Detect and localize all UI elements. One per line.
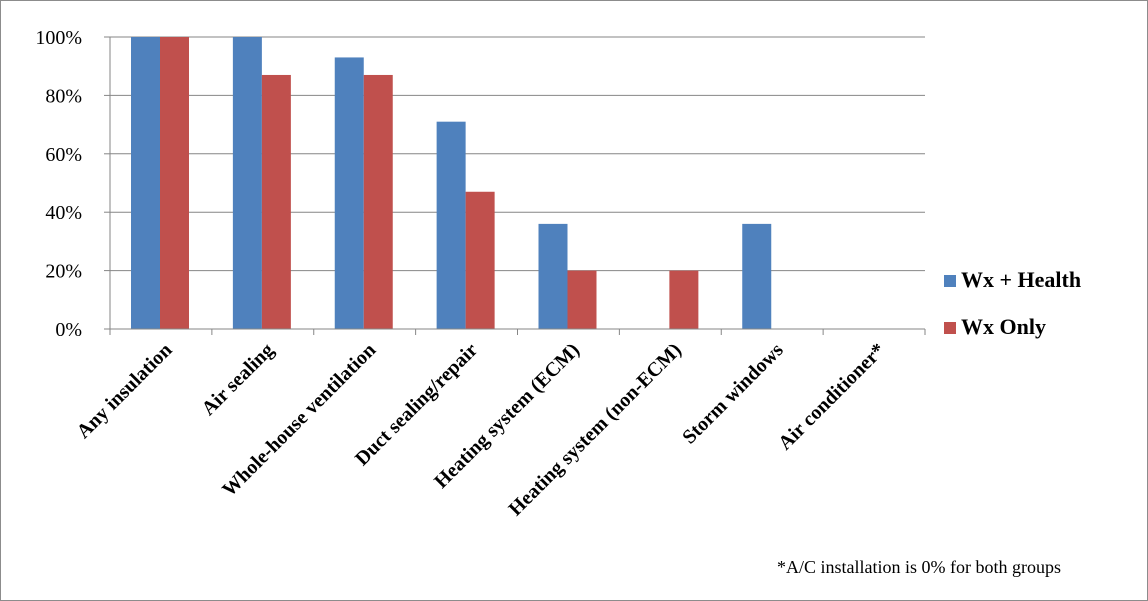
bar-wx-health	[131, 37, 160, 329]
legend-swatch	[944, 275, 956, 287]
x-category-label: Any insulation	[72, 339, 176, 443]
bar-wx-only	[261, 74, 291, 330]
bar-wx-health	[742, 223, 772, 329]
x-category-label: Air sealing	[197, 339, 278, 420]
y-tick-label: 100%	[35, 27, 82, 49]
bar-wx-health	[538, 223, 568, 329]
x-category-label: Heating system (non-ECM)	[505, 339, 686, 520]
y-tick-label: 60%	[45, 144, 82, 166]
y-tick-label: 40%	[45, 202, 82, 224]
bar-wx-only	[567, 270, 597, 329]
x-category-label: Air conditioner*	[774, 339, 889, 454]
bar-wx-only	[669, 270, 699, 329]
legend-swatch	[944, 322, 956, 334]
y-tick-label: 20%	[45, 261, 82, 283]
legend-label: Wx Only	[961, 314, 1046, 339]
y-axis-tick-labels: 0% 20% 40% 60% 80% 100%	[35, 27, 82, 341]
axes	[104, 36, 926, 335]
bar-wx-only	[465, 191, 495, 329]
bar-wx-only	[160, 37, 189, 329]
bar-wx-health	[334, 57, 364, 329]
y-tick-label: 0%	[55, 319, 82, 341]
legend-label: Wx + Health	[961, 267, 1081, 292]
bar-wx-only	[363, 74, 393, 330]
y-tick-label: 80%	[45, 85, 82, 107]
gridlines	[110, 36, 925, 272]
x-category-label: Storm windows	[678, 339, 788, 449]
bars	[131, 37, 772, 330]
bar-wx-health	[232, 37, 262, 329]
bar-wx-health	[436, 121, 466, 330]
legend: Wx + Health Wx Only	[944, 267, 1081, 339]
footnote: *A/C installation is 0% for both groups	[777, 557, 1061, 577]
